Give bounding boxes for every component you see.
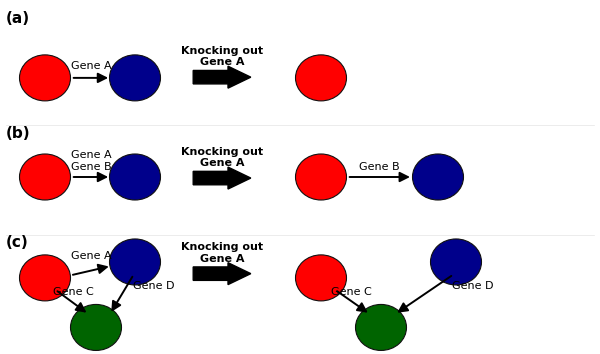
Text: (b): (b) (6, 126, 31, 141)
FancyArrow shape (193, 66, 251, 88)
Text: Gene D: Gene D (452, 281, 493, 291)
FancyArrow shape (193, 167, 251, 189)
Ellipse shape (413, 154, 464, 200)
Text: Gene A
Gene B: Gene A Gene B (71, 150, 112, 172)
Ellipse shape (296, 55, 347, 101)
Text: Knocking out
Gene A: Knocking out Gene A (181, 242, 263, 264)
Ellipse shape (71, 304, 121, 350)
Text: Knocking out
Gene A: Knocking out Gene A (181, 46, 263, 67)
Ellipse shape (110, 55, 161, 101)
Text: (a): (a) (6, 11, 30, 25)
Ellipse shape (110, 239, 161, 285)
Text: Gene C: Gene C (331, 287, 372, 297)
Ellipse shape (355, 304, 407, 350)
Ellipse shape (19, 55, 71, 101)
Ellipse shape (19, 154, 71, 200)
Text: Gene B: Gene B (359, 162, 400, 172)
Ellipse shape (296, 255, 347, 301)
Text: Gene D: Gene D (133, 281, 175, 291)
Ellipse shape (296, 154, 347, 200)
Text: (c): (c) (6, 235, 29, 250)
Text: Gene A: Gene A (71, 61, 112, 71)
Ellipse shape (110, 154, 161, 200)
FancyArrow shape (193, 263, 251, 285)
Text: Gene A: Gene A (71, 251, 112, 261)
Text: Gene C: Gene C (53, 287, 94, 297)
Ellipse shape (19, 255, 71, 301)
Ellipse shape (431, 239, 482, 285)
Text: Knocking out
Gene A: Knocking out Gene A (181, 147, 263, 168)
